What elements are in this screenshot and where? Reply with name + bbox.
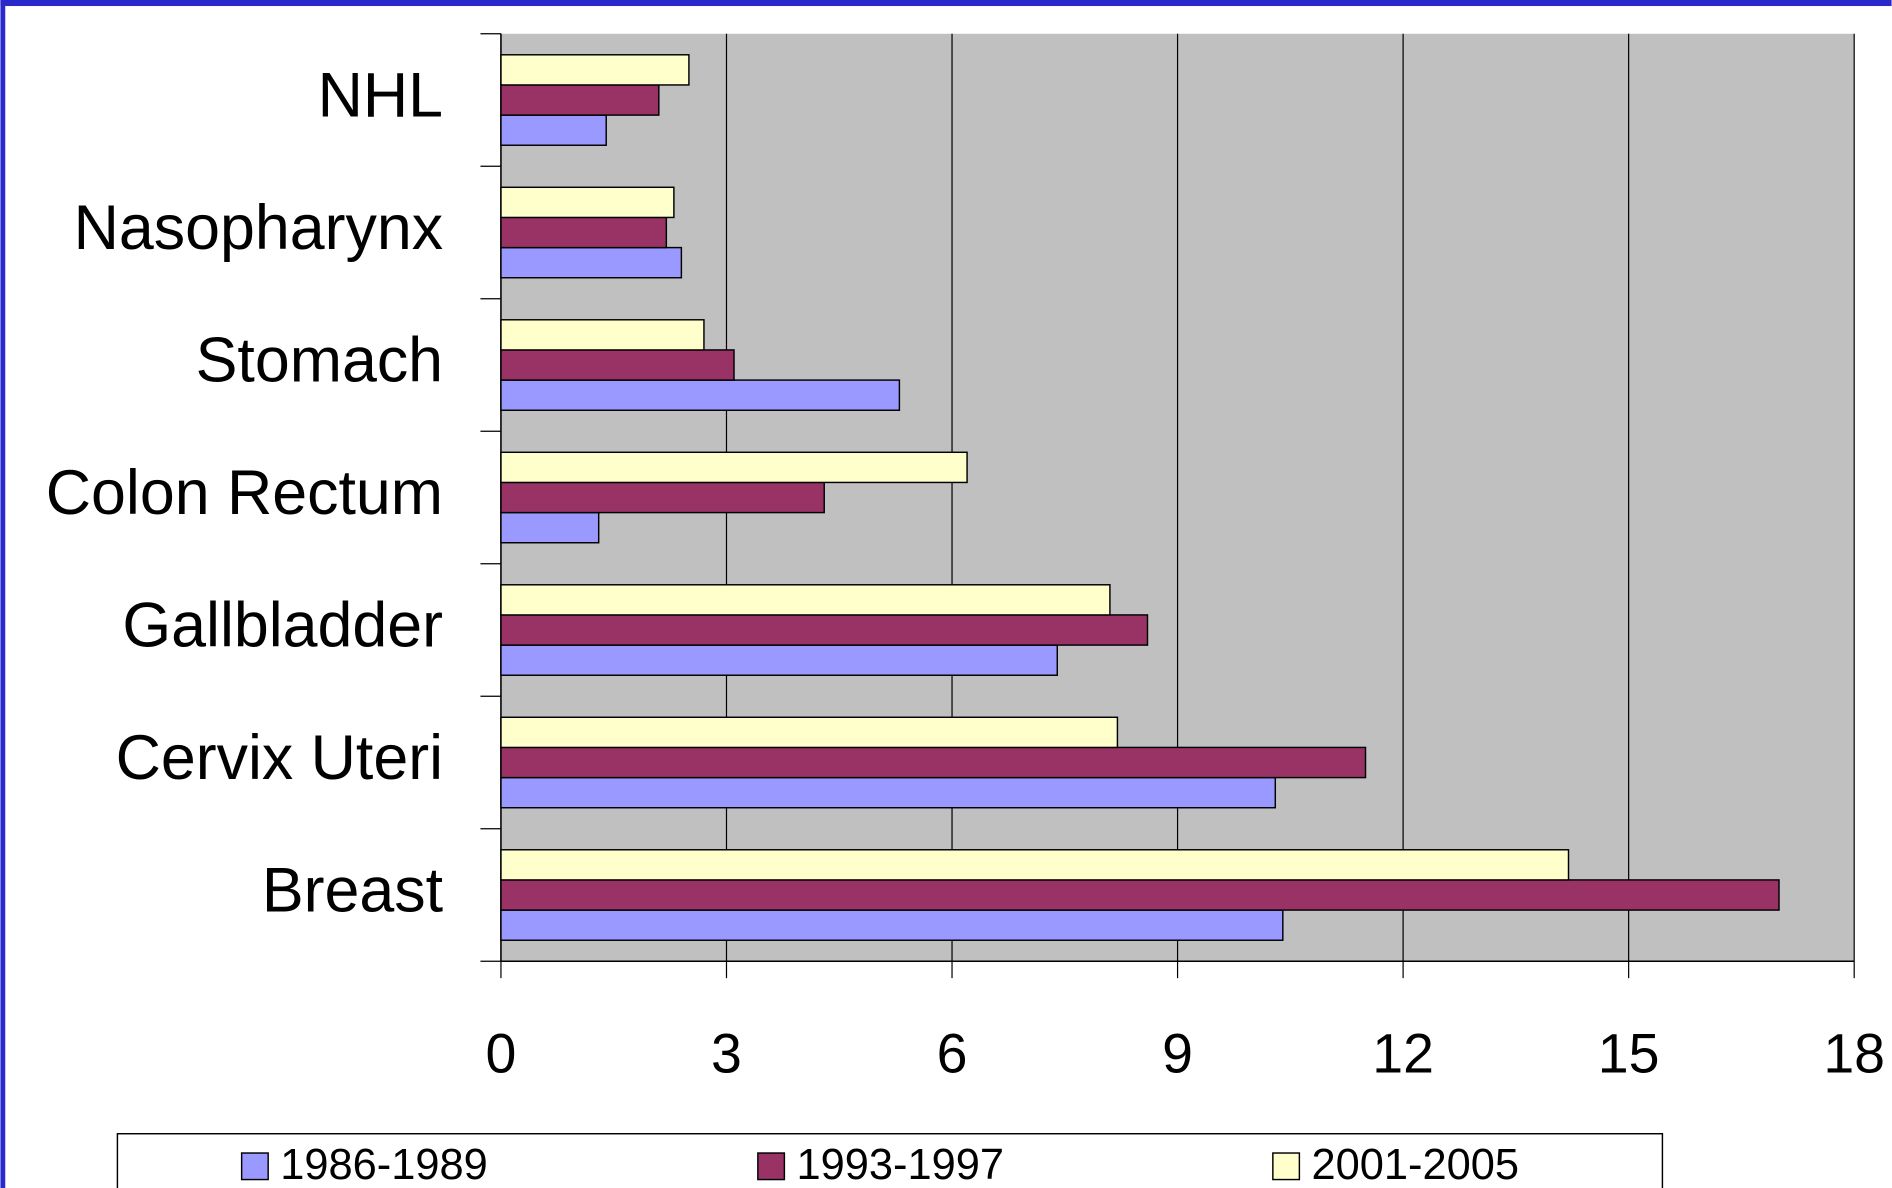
bar	[500, 216, 668, 249]
y-tick-label: Nasopharynx	[74, 193, 443, 263]
bar	[500, 746, 1367, 779]
y-tick-label: Cervix Uteri	[116, 723, 443, 793]
bar	[500, 584, 1111, 616]
frame-left	[0, 0, 6, 1188]
bar	[500, 511, 600, 544]
x-tick-label: 9	[1162, 1022, 1193, 1084]
legend-swatch	[1272, 1152, 1301, 1181]
bar	[500, 84, 660, 116]
bar	[500, 451, 968, 484]
bar	[500, 349, 735, 381]
bar	[500, 614, 1149, 646]
x-tick-label: 0	[486, 1022, 517, 1084]
legend-swatch	[757, 1152, 786, 1181]
legend-label: 1986-1989	[280, 1141, 488, 1188]
legend-box	[116, 1133, 1664, 1188]
bar	[500, 54, 690, 86]
bar	[500, 186, 675, 219]
bar	[500, 879, 1780, 911]
bar	[500, 909, 1284, 941]
y-tick-label: Breast	[262, 856, 443, 926]
bar	[500, 319, 705, 351]
bar	[500, 246, 683, 279]
bar	[500, 849, 1570, 881]
bar	[500, 644, 1059, 676]
frame-top	[0, 0, 1892, 7]
bar	[500, 379, 901, 411]
legend-swatch	[240, 1152, 269, 1181]
bar	[500, 776, 1277, 809]
y-tick-label: Gallbladder	[122, 591, 443, 661]
x-tick-label: 3	[711, 1022, 742, 1084]
y-tick-label: NHL	[318, 61, 443, 131]
x-tick-label: 15	[1598, 1022, 1660, 1084]
legend-label: 1993-1997	[796, 1141, 1004, 1188]
x-tick-label: 6	[937, 1022, 968, 1084]
x-tick-label: 12	[1372, 1022, 1434, 1084]
bar	[500, 481, 825, 514]
y-tick-label: Stomach	[196, 326, 443, 396]
x-tick-label: 18	[1823, 1022, 1885, 1084]
legend-label: 2001-2005	[1311, 1141, 1519, 1188]
y-tick-label: Colon Rectum	[46, 458, 443, 528]
bar	[500, 114, 607, 146]
bar	[500, 716, 1119, 749]
